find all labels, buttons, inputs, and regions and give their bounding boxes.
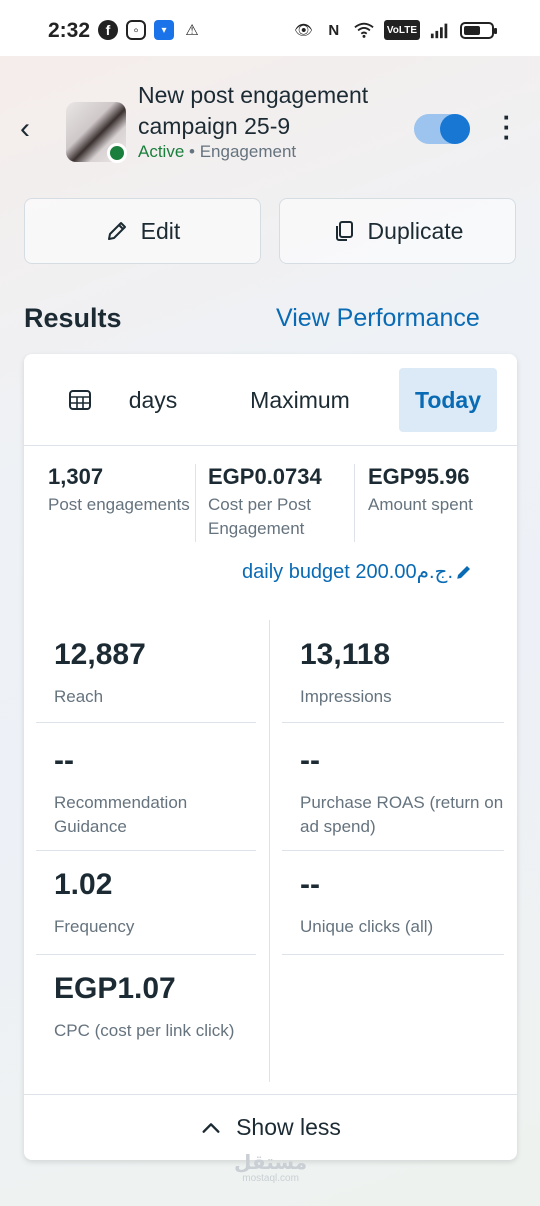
results-heading: Results [24, 303, 122, 333]
more-options-icon[interactable]: · · · [502, 102, 512, 152]
duplicate-button-label: Duplicate [367, 217, 464, 244]
duplicate-button[interactable]: Duplicate [279, 198, 516, 264]
app-notification-icon: ▾ [154, 20, 174, 40]
chevron-up-icon [202, 1122, 220, 1133]
notification-icons: f ◦ ▾ ⚠ [98, 20, 202, 40]
metric-value: -- [300, 744, 320, 777]
kpi-post-engagements: 1,307 Post engagements [48, 464, 198, 544]
pencil-icon [107, 222, 126, 240]
battery-icon [460, 21, 497, 39]
tab-days[interactable]: days [128, 387, 178, 413]
calendar-icon[interactable] [68, 388, 92, 412]
campaign-status: Active [138, 142, 185, 161]
metric-divider [36, 850, 256, 851]
system-icons: 👁 N VoLTE [294, 20, 497, 40]
active-status-dot [107, 143, 127, 163]
back-chevron-icon[interactable]: ‹ [20, 112, 30, 145]
kpi-label: Amount spent [368, 495, 473, 514]
results-card: days Maximum Today 1,307 Post engagement… [24, 354, 517, 1160]
watermark-subtext: mostaql.com [242, 1173, 299, 1184]
metric-value: 13,118 [300, 638, 391, 671]
metric-purchase-roas: -- Purchase ROAS (return on ad spend) [300, 744, 510, 839]
kpi-amount-spent: EGP95.96 Amount spent [368, 464, 508, 544]
campaign-toggle[interactable] [414, 114, 470, 144]
toggle-knob [440, 114, 470, 144]
metric-frequency: 1.02 Frequency [54, 868, 264, 939]
eye-icon: 👁 [294, 22, 314, 39]
metric-label: Purchase ROAS (return on ad spend) [300, 793, 504, 836]
metric-label: Reach [54, 687, 104, 706]
view-performance-link[interactable]: View Performance [276, 304, 480, 332]
metric-recommendation-guidance: -- Recommendation Guidance [54, 744, 264, 839]
edit-button-label: Edit [140, 217, 181, 244]
metric-label: Unique clicks (all) [300, 917, 434, 936]
metric-value: 1.02 [54, 868, 113, 901]
tab-today[interactable]: Today [399, 368, 497, 432]
instagram-icon: ◦ [126, 20, 146, 40]
date-range-tabs: days Maximum Today [24, 354, 517, 446]
metric-label: Recommendation Guidance [54, 793, 188, 836]
daily-budget-label: daily budget 200.00ج.م. [242, 561, 454, 583]
watermark: مستقل mostaql.com [234, 1150, 307, 1184]
campaign-title: New post engagement campaign 25-9 [138, 82, 369, 139]
kpi-value: 1,307 [48, 464, 104, 489]
status-bar: 2:32 f ◦ ▾ ⚠ 👁 N VoLTE [0, 0, 540, 56]
signal-icon [430, 20, 450, 40]
show-less-button[interactable]: Show less [24, 1094, 517, 1160]
metric-unique-clicks: -- Unique clicks (all) [300, 868, 510, 939]
metric-label: CPC (cost per link click) [54, 1021, 235, 1040]
metric-impressions: 13,118 Impressions [300, 638, 510, 709]
campaign-objective: Engagement [199, 142, 297, 161]
metric-divider [282, 954, 504, 955]
tab-maximum[interactable]: Maximum [250, 387, 350, 413]
nfc-icon: N [328, 21, 340, 39]
status-time: 2:32 [48, 19, 91, 42]
kpi-divider [354, 464, 355, 542]
metric-divider [282, 850, 504, 851]
metric-divider [36, 954, 256, 955]
duplicate-icon [335, 221, 353, 241]
campaign-subtitle: Active • Engagement [138, 142, 296, 162]
kpi-label: Cost per Post Engagement [208, 495, 311, 538]
subtitle-separator: • [189, 142, 195, 161]
metric-label: Impressions [300, 687, 392, 706]
pencil-icon [457, 565, 471, 579]
kpi-cost-per-engagement: EGP0.0734 Cost per Post Engagement [208, 464, 358, 544]
show-less-label: Show less [236, 1114, 341, 1140]
metric-divider [282, 722, 504, 723]
wifi-icon [354, 20, 374, 40]
volte-icon: VoLTE [383, 20, 420, 40]
facebook-icon: f [98, 20, 118, 40]
kpi-label: Post engagements [48, 495, 190, 514]
metric-value: 12,887 [54, 638, 146, 671]
metric-reach: 12,887 Reach [54, 638, 264, 709]
warning-icon: ⚠ [185, 22, 199, 39]
edit-button[interactable]: Edit [24, 198, 261, 264]
daily-budget-link[interactable]: daily budget 200.00ج.م. [242, 559, 473, 584]
metric-cpc: EGP1.07 CPC (cost per link click) [54, 972, 264, 1043]
metrics-divider [269, 620, 270, 1082]
metric-value: -- [54, 744, 74, 777]
metric-value: -- [300, 868, 320, 901]
metric-value: EGP1.07 [54, 972, 176, 1005]
metric-divider [36, 722, 256, 723]
metric-label: Frequency [54, 917, 135, 936]
kpi-divider [195, 464, 196, 542]
watermark-text: مستقل [234, 1152, 308, 1174]
kpi-value: EGP95.96 [368, 464, 470, 489]
kpi-value: EGP0.0734 [208, 464, 322, 489]
